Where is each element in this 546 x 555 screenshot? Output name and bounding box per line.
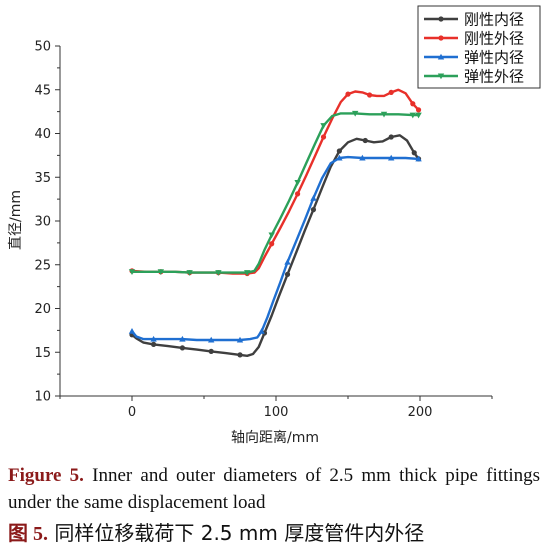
- data-point: [258, 328, 265, 334]
- legend-label: 刚性外径: [464, 30, 524, 48]
- y-tick-label: 40: [34, 127, 51, 142]
- data-point: [236, 336, 244, 343]
- data-point: [310, 207, 317, 213]
- data-point: [157, 269, 164, 275]
- legend-entry: 刚性外径: [424, 30, 524, 48]
- data-point: [320, 123, 327, 129]
- y-tick-label: 30: [34, 215, 51, 230]
- data-point: [415, 107, 422, 113]
- legend-label: 弹性外径: [464, 68, 524, 86]
- data-point: [128, 328, 136, 334]
- y-tick-label: 20: [34, 302, 51, 317]
- figure-label-zh: 图 5.: [8, 523, 48, 545]
- y-tick-label: 15: [34, 346, 51, 361]
- series-line: [130, 155, 420, 342]
- y-tick-label: 10: [34, 390, 51, 405]
- figure-caption-chinese: 图 5. 同样位移载荷下 2.5 mm 厚度管件内外径: [8, 518, 540, 549]
- x-axis-label: 轴向距离/mm: [231, 429, 319, 446]
- series-3: [128, 154, 422, 343]
- y-tick-label: 25: [34, 258, 51, 273]
- legend-label: 刚性内径: [464, 11, 524, 29]
- chart-axes: 10 15 20 25 30 35 40 45 50 0 100 200: [34, 40, 493, 420]
- series-1: [129, 134, 422, 358]
- caption-text-en: Inner and outer diameters of 2.5 mm thic…: [8, 465, 541, 513]
- data-point: [380, 111, 388, 118]
- series-line: [130, 88, 420, 275]
- data-point: [336, 148, 342, 154]
- data-point: [151, 341, 157, 347]
- series-line: [130, 134, 420, 357]
- data-point: [310, 195, 317, 201]
- data-point: [268, 232, 275, 239]
- series-4: [128, 110, 422, 276]
- y-tick-label: 50: [34, 40, 51, 55]
- series-2: [129, 88, 422, 277]
- legend-entry: 刚性内径: [424, 11, 524, 29]
- data-point: [269, 241, 275, 247]
- legend-entry: 弹性内径: [424, 49, 524, 67]
- legend-entry: 弹性外径: [424, 68, 524, 86]
- data-point: [284, 271, 291, 277]
- data-point: [179, 335, 186, 342]
- data-point: [208, 348, 214, 354]
- data-point: [388, 134, 394, 140]
- legend-marker: [437, 73, 445, 80]
- x-tick-label: 0: [128, 405, 136, 420]
- y-tick-label: 45: [34, 83, 51, 98]
- y-tick-label: 35: [34, 171, 51, 186]
- data-point: [336, 154, 343, 161]
- figure-caption-english: Figure 5. Inner and outer diameters of 2…: [8, 462, 540, 516]
- data-point: [208, 336, 215, 343]
- data-point: [128, 269, 136, 275]
- data-point: [320, 134, 327, 140]
- legend-label: 弹性内径: [464, 49, 524, 67]
- caption-text-zh: 同样位移载荷下 2.5 mm 厚度管件内外径: [48, 521, 425, 545]
- data-point: [415, 112, 422, 119]
- data-point: [415, 155, 422, 162]
- chart-series-group: [128, 88, 422, 358]
- data-point: [179, 345, 185, 351]
- data-point: [150, 335, 157, 342]
- legend-marker: [438, 35, 444, 41]
- y-axis-label: 直径/mm: [7, 190, 24, 250]
- data-point: [244, 270, 251, 276]
- data-point: [409, 112, 416, 119]
- diameter-chart: 10 15 20 25 30 35 40 45 50 0 100 200 刚性内径刚性外径弹性内径弹性…: [7, 5, 541, 446]
- data-point: [388, 89, 394, 95]
- legend-marker: [438, 16, 444, 22]
- data-point: [410, 101, 416, 107]
- data-point: [352, 110, 359, 117]
- data-point: [186, 270, 193, 276]
- data-point: [284, 258, 291, 265]
- figure-label-en: Figure 5.: [8, 465, 84, 486]
- data-point: [411, 150, 417, 156]
- data-point: [359, 154, 366, 161]
- series-line: [130, 112, 420, 274]
- data-point: [367, 92, 373, 98]
- legend-marker: [437, 53, 445, 60]
- data-point: [345, 91, 351, 97]
- data-point: [215, 270, 222, 276]
- x-tick-label: 200: [408, 405, 433, 420]
- data-point: [362, 137, 368, 144]
- data-point: [388, 154, 395, 161]
- data-point: [237, 352, 243, 358]
- x-tick-label: 100: [264, 405, 289, 420]
- data-point: [294, 179, 301, 186]
- data-point: [295, 191, 301, 197]
